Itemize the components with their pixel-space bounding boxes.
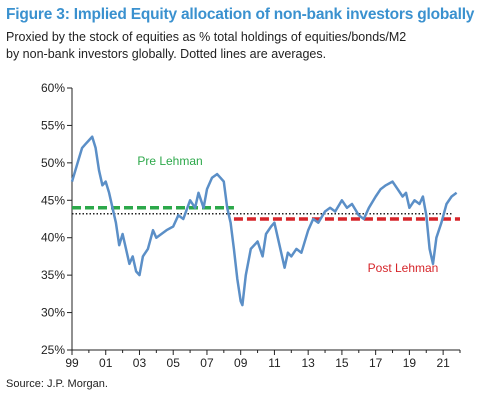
x-tick-label: 01 xyxy=(99,356,113,370)
chart-axes: 25% 30% 35% 40% 45% 50% 55% 60% 99 01 03 05 07 09 11 13… xyxy=(41,81,461,370)
x-tick-label: 03 xyxy=(133,356,147,370)
x-tick-label: 17 xyxy=(369,356,383,370)
subtitle-line-1: Proxied by the stock of equities as % to… xyxy=(6,30,407,44)
x-tick-label: 15 xyxy=(335,356,349,370)
pre-lehman-label: Pre Lehman xyxy=(137,154,202,168)
post-lehman-label: Post Lehman xyxy=(368,261,439,275)
series-group xyxy=(70,135,458,307)
x-tick-label: 21 xyxy=(436,356,450,370)
y-tick-label: 25% xyxy=(41,343,65,357)
x-tick-label: 13 xyxy=(301,356,315,370)
average-lines xyxy=(72,206,460,221)
chart-title: Figure 3: Implied Equity allocation of n… xyxy=(6,6,475,23)
y-tick-label: 50% xyxy=(41,156,65,170)
x-tick-label: 07 xyxy=(200,356,214,370)
y-tick-label: 35% xyxy=(41,268,65,282)
subtitle-line-2: by non-bank investors globally. Dotted l… xyxy=(6,47,327,61)
x-tick-label: 99 xyxy=(65,356,79,370)
source-note: Source: J.P. Morgan. xyxy=(6,378,108,390)
y-tick-label: 45% xyxy=(41,193,65,207)
y-tick-label: 60% xyxy=(41,81,65,95)
y-tick-label: 40% xyxy=(41,231,65,245)
x-tick-label: 11 xyxy=(268,356,281,370)
x-tick-label: 09 xyxy=(234,356,248,370)
equity-allocation-series-line xyxy=(70,135,458,307)
chart-subtitle: Proxied by the stock of equities as % to… xyxy=(6,29,496,63)
x-tick-label: 05 xyxy=(167,356,181,370)
annotations: Pre Lehman Post Lehman xyxy=(137,154,438,275)
y-tick-label: 55% xyxy=(41,118,65,132)
y-tick-label: 30% xyxy=(41,306,65,320)
x-tick-label: 19 xyxy=(403,356,417,370)
